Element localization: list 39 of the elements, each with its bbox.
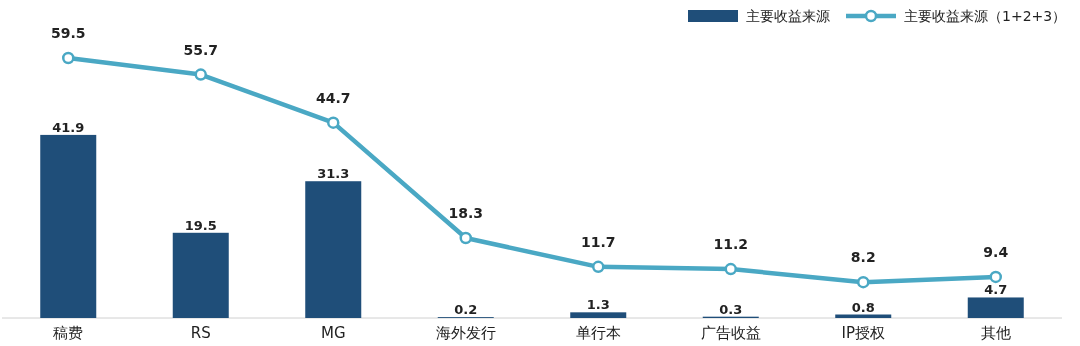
data-label: 18.3 — [448, 205, 484, 222]
x-tick-label: RS — [190, 324, 211, 342]
data-label: 8.2 — [850, 249, 876, 266]
data-label: 11.7 — [580, 233, 616, 250]
x-tick-label: 广告收益 — [700, 324, 761, 342]
bar — [172, 232, 229, 318]
legend-label: 主要收益来源（1+2+3） — [904, 8, 1067, 24]
data-label: 0.3 — [719, 301, 743, 317]
point — [327, 116, 340, 129]
data-label: 31.3 — [317, 166, 350, 182]
x-tick-label: 海外发行 — [435, 324, 496, 342]
x-tick-label: 单行本 — [575, 324, 621, 342]
point — [724, 262, 737, 276]
point — [194, 68, 207, 81]
data-label: 41.9 — [52, 119, 85, 135]
data-label: 55.7 — [183, 41, 219, 58]
point — [592, 260, 605, 274]
legend-label: 主要收益来源 — [746, 8, 830, 24]
bar — [40, 134, 97, 318]
x-tick-label: MG — [320, 324, 346, 342]
point — [62, 51, 75, 65]
data-label: 9.4 — [983, 243, 1009, 260]
bar — [967, 297, 1024, 318]
x-tick-label: IP授权 — [841, 324, 885, 342]
point — [459, 231, 472, 245]
bar — [305, 181, 362, 318]
data-label: 4.7 — [984, 282, 1008, 298]
data-label: 59.5 — [50, 25, 86, 41]
point — [857, 275, 870, 289]
data-label: 19.5 — [184, 217, 217, 233]
data-label: 44.7 — [315, 89, 351, 106]
bar — [570, 312, 627, 318]
data-label: 0.2 — [454, 302, 478, 318]
data-label: 1.3 — [586, 297, 610, 313]
point — [989, 270, 1002, 284]
data-label: 0.8 — [851, 299, 875, 315]
x-tick-label: 其他 — [980, 324, 1011, 342]
x-tick-label: 稿费 — [53, 324, 84, 342]
data-label: 11.2 — [713, 236, 749, 253]
